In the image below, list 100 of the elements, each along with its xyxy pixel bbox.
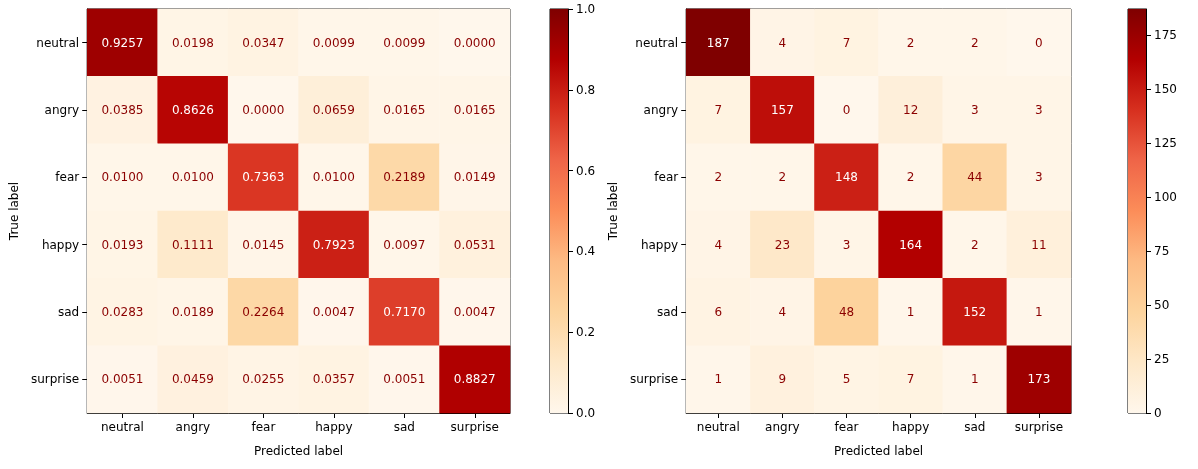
- data-label: 0.2264: [242, 305, 285, 319]
- y-axis-title: True label: [7, 181, 21, 242]
- data-label: 0.8626: [171, 103, 214, 117]
- y-tick-label: happy: [640, 237, 679, 252]
- color-bar-label: 0.2: [576, 325, 596, 340]
- data-label: 0.0099: [312, 35, 355, 50]
- data-label: 0.0047: [312, 305, 355, 319]
- y-tick-label: neutral: [635, 35, 679, 50]
- color-bar-label: 0: [1154, 406, 1162, 420]
- data-label: 4: [778, 305, 787, 319]
- data-label: 12: [903, 103, 919, 117]
- data-label: 0.7170: [383, 305, 426, 319]
- x-tick-label: happy: [315, 420, 353, 434]
- x-tick-label: sad: [964, 420, 986, 434]
- data-label: 0.0659: [312, 103, 355, 117]
- y-tick-label: surprise: [30, 372, 80, 387]
- data-label: 3: [970, 103, 979, 117]
- data-label: 4: [714, 237, 723, 252]
- data-label: 0.0100: [101, 170, 144, 185]
- x-tick-label: sad: [393, 420, 415, 434]
- y-tick-label: fear: [55, 170, 80, 185]
- data-label: 164: [899, 237, 923, 252]
- y-tick-label: fear: [654, 170, 679, 185]
- data-label: 3: [1035, 103, 1043, 117]
- data-label: 0.0165: [383, 103, 426, 117]
- y-tick-label: neutral: [36, 35, 80, 50]
- color-bar-label: 1.0: [576, 2, 596, 16]
- data-label: 148: [835, 170, 858, 185]
- data-label: 23: [774, 237, 791, 252]
- data-label: 0.7363: [242, 170, 285, 185]
- data-label: 48: [838, 305, 855, 319]
- y-tick-label: angry: [643, 103, 679, 117]
- data-label: 0.0145: [242, 237, 285, 252]
- color-bar-label: 25: [1154, 351, 1170, 366]
- data-label: 1: [714, 372, 723, 387]
- color-bar-label: 0.8: [576, 82, 596, 97]
- data-label: 11: [1031, 237, 1047, 252]
- y-tick-label: angry: [44, 103, 80, 117]
- data-label: 1: [1035, 305, 1043, 319]
- data-label: 0.0097: [383, 237, 426, 252]
- y-axis-title: True label: [606, 181, 620, 242]
- data-label: 0.0198: [171, 35, 214, 50]
- data-label: 0.0189: [171, 305, 214, 319]
- data-label: 0.0000: [453, 35, 496, 50]
- data-label: 187: [706, 35, 730, 50]
- data-label: 0.0149: [453, 170, 496, 185]
- color-bar-label: 0.0: [576, 406, 596, 420]
- x-tick-label: fear: [834, 420, 859, 434]
- data-label: 3: [1035, 170, 1043, 185]
- data-label: 0.0283: [101, 305, 144, 319]
- color-bar-label: 125: [1154, 135, 1177, 150]
- x-tick-label: fear: [251, 420, 276, 434]
- x-tick-label: happy: [892, 420, 930, 434]
- color-bar-label: 100: [1154, 189, 1177, 204]
- color-bar-label: 0.6: [576, 163, 596, 178]
- data-label: 1: [970, 372, 979, 387]
- data-label: 0.0531: [453, 237, 496, 252]
- x-axis-title: Predicted label: [834, 444, 924, 458]
- x-tick-label: surprise: [1014, 420, 1064, 434]
- data-label: 152: [963, 305, 987, 319]
- data-label: 0: [842, 103, 851, 117]
- data-label: 2: [778, 170, 787, 185]
- y-tick-label: happy: [41, 237, 80, 252]
- y-tick-label: surprise: [629, 372, 679, 387]
- x-tick-label: angry: [175, 420, 211, 434]
- data-label: 0.0385: [101, 103, 144, 117]
- data-label: 4: [778, 35, 787, 50]
- color-bar-label: 150: [1154, 81, 1177, 96]
- color-bar-label: 0.4: [576, 244, 596, 259]
- data-label: 2: [970, 35, 979, 50]
- data-label: 3: [842, 237, 851, 252]
- y-tick-label: sad: [656, 305, 679, 319]
- data-label: 1: [906, 305, 915, 319]
- data-label: 0.0165: [453, 103, 496, 117]
- x-tick-label: neutral: [100, 420, 144, 434]
- x-tick-label: neutral: [696, 420, 740, 434]
- data-label: 9: [778, 372, 787, 387]
- data-label: 0.0100: [171, 170, 214, 185]
- data-label: 0.0000: [242, 103, 285, 117]
- color-bar-label: 75: [1154, 243, 1170, 258]
- x-axis-title: Predicted label: [254, 444, 344, 458]
- y-tick-label: sad: [57, 305, 80, 319]
- data-label: 173: [1027, 372, 1051, 387]
- data-label: 157: [770, 103, 794, 117]
- color-bar-label: 175: [1154, 27, 1177, 42]
- data-label: 0: [1035, 35, 1043, 50]
- data-label: 2: [714, 170, 723, 185]
- data-label: 0.0459: [171, 372, 214, 387]
- data-label: 0.2189: [383, 170, 426, 185]
- data-label: 7: [906, 372, 915, 387]
- data-label: 0.0347: [242, 35, 285, 50]
- data-label: 0.7923: [312, 237, 355, 252]
- data-label: 5: [842, 372, 851, 387]
- data-label: 7: [842, 35, 851, 50]
- data-label: 0.0047: [453, 305, 496, 319]
- data-label: 0.0193: [101, 237, 144, 252]
- data-label: 0.1111: [171, 237, 214, 252]
- color-bar-label: 50: [1154, 297, 1170, 312]
- data-label: 0.0051: [383, 372, 426, 387]
- x-tick-label: angry: [765, 420, 800, 434]
